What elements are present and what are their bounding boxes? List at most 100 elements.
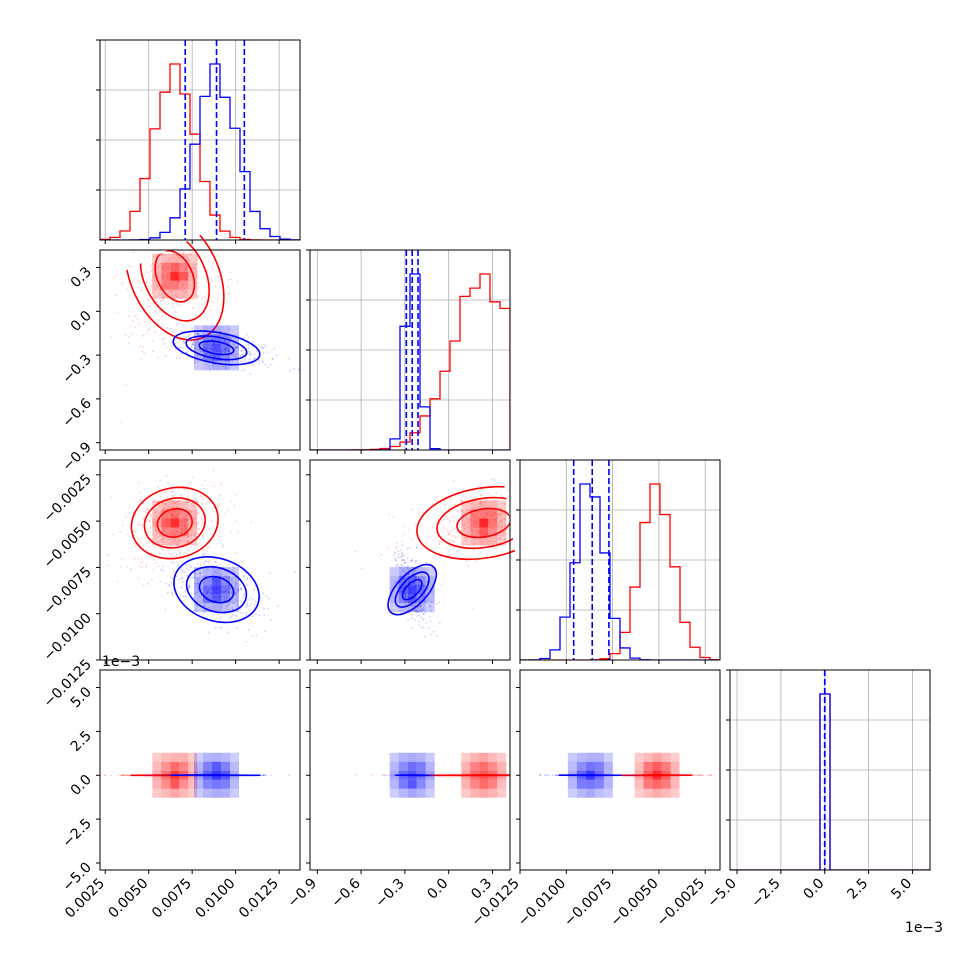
scatter-point <box>513 545 515 547</box>
scatter-point <box>192 343 195 346</box>
scatter-point <box>577 518 579 520</box>
scatter-point <box>544 500 546 502</box>
scatter-point <box>163 490 166 493</box>
density-cell <box>461 752 471 762</box>
scatter-point <box>195 275 198 278</box>
scatter-point <box>466 531 469 534</box>
scatter-point <box>629 774 632 777</box>
scatter-point <box>242 353 245 356</box>
scatter-point <box>525 512 527 514</box>
density-cell <box>170 509 180 519</box>
scatter-point <box>212 469 215 472</box>
scatter-point <box>255 349 258 352</box>
scatter-point <box>230 500 232 503</box>
scatter-point <box>272 358 274 361</box>
scatter-point <box>104 774 107 777</box>
scatter-point <box>301 774 303 776</box>
density-cell <box>161 253 171 263</box>
scatter-point <box>447 533 450 536</box>
scatter-point <box>197 508 200 511</box>
scatter-point <box>126 288 129 291</box>
scatter-point <box>236 626 238 629</box>
density-cell <box>461 518 471 528</box>
scatter-point <box>214 560 217 563</box>
scatter-point <box>399 571 401 574</box>
scatter-point <box>426 581 429 583</box>
scatter-point <box>471 533 474 536</box>
x-tick-label: 0.0075 <box>149 876 195 922</box>
scatter-point <box>157 541 160 544</box>
scatter-point <box>169 500 172 502</box>
scatter-point <box>244 572 247 575</box>
scatter-point <box>194 348 197 351</box>
scatter-point <box>181 566 183 569</box>
scatter-point <box>414 603 417 605</box>
density-cell <box>161 500 171 510</box>
scatter-point <box>243 575 245 577</box>
scatter-point <box>231 606 234 609</box>
density-cell <box>170 761 180 771</box>
scatter-point <box>198 572 201 575</box>
scatter-point <box>526 515 528 517</box>
scatter-point <box>428 774 431 777</box>
scatter-point <box>241 347 244 350</box>
scatter-point <box>170 345 172 348</box>
scatter-point <box>447 531 450 534</box>
scatter-point <box>294 571 296 574</box>
density-cell <box>634 788 644 798</box>
scatter-point <box>288 357 290 360</box>
scatter-point <box>178 200 180 202</box>
scatter-point <box>150 247 152 249</box>
scatter-point <box>354 774 357 777</box>
scatter-point <box>156 516 159 519</box>
scatter-point <box>225 360 227 363</box>
scatter-point <box>440 540 442 543</box>
density-cell <box>212 343 222 353</box>
scatter-point <box>165 242 167 244</box>
scatter-point <box>415 559 418 562</box>
y-offset-label: 1e−3 <box>102 654 140 670</box>
scatter-point <box>193 208 195 210</box>
histogram-series <box>730 693 930 870</box>
scatter-point <box>199 186 201 188</box>
scatter-point <box>203 548 205 551</box>
scatter-point <box>539 774 542 777</box>
scatter-point <box>472 496 475 499</box>
density-cell <box>479 509 489 519</box>
y-tick-label: 2.5 <box>68 728 95 755</box>
scatter-point <box>692 774 694 777</box>
scatter-point <box>228 576 231 579</box>
scatter-point <box>233 163 235 165</box>
scatter-point <box>163 527 166 530</box>
density-cell <box>212 567 222 577</box>
scatter-point <box>157 512 160 515</box>
scatter-point <box>135 314 138 317</box>
scatter-point <box>393 551 396 554</box>
scatter-point <box>227 360 230 363</box>
scatter-point <box>234 353 237 355</box>
density-cell <box>179 536 189 546</box>
density-cell <box>585 788 595 798</box>
scatter-point <box>156 485 159 488</box>
scatter-point <box>169 774 172 777</box>
scatter-point <box>185 514 188 517</box>
scatter-point <box>514 774 516 776</box>
density-cell <box>389 779 399 789</box>
scatter-point <box>428 605 431 607</box>
density-cell <box>497 788 507 798</box>
scatter-point <box>150 552 153 555</box>
scatter-point <box>436 774 439 777</box>
scatter-point <box>172 500 175 503</box>
scatter-point <box>261 360 263 363</box>
scatter-point <box>218 531 221 533</box>
scatter-point <box>149 514 152 517</box>
density-cell <box>188 752 198 762</box>
density-cell <box>470 752 480 762</box>
scatter-point <box>533 774 535 776</box>
scatter-point <box>410 560 413 562</box>
scatter-point <box>182 340 185 343</box>
scatter-point <box>529 774 531 776</box>
scatter-point <box>457 523 460 526</box>
scatter-point <box>148 520 151 522</box>
scatter-point <box>192 307 195 310</box>
